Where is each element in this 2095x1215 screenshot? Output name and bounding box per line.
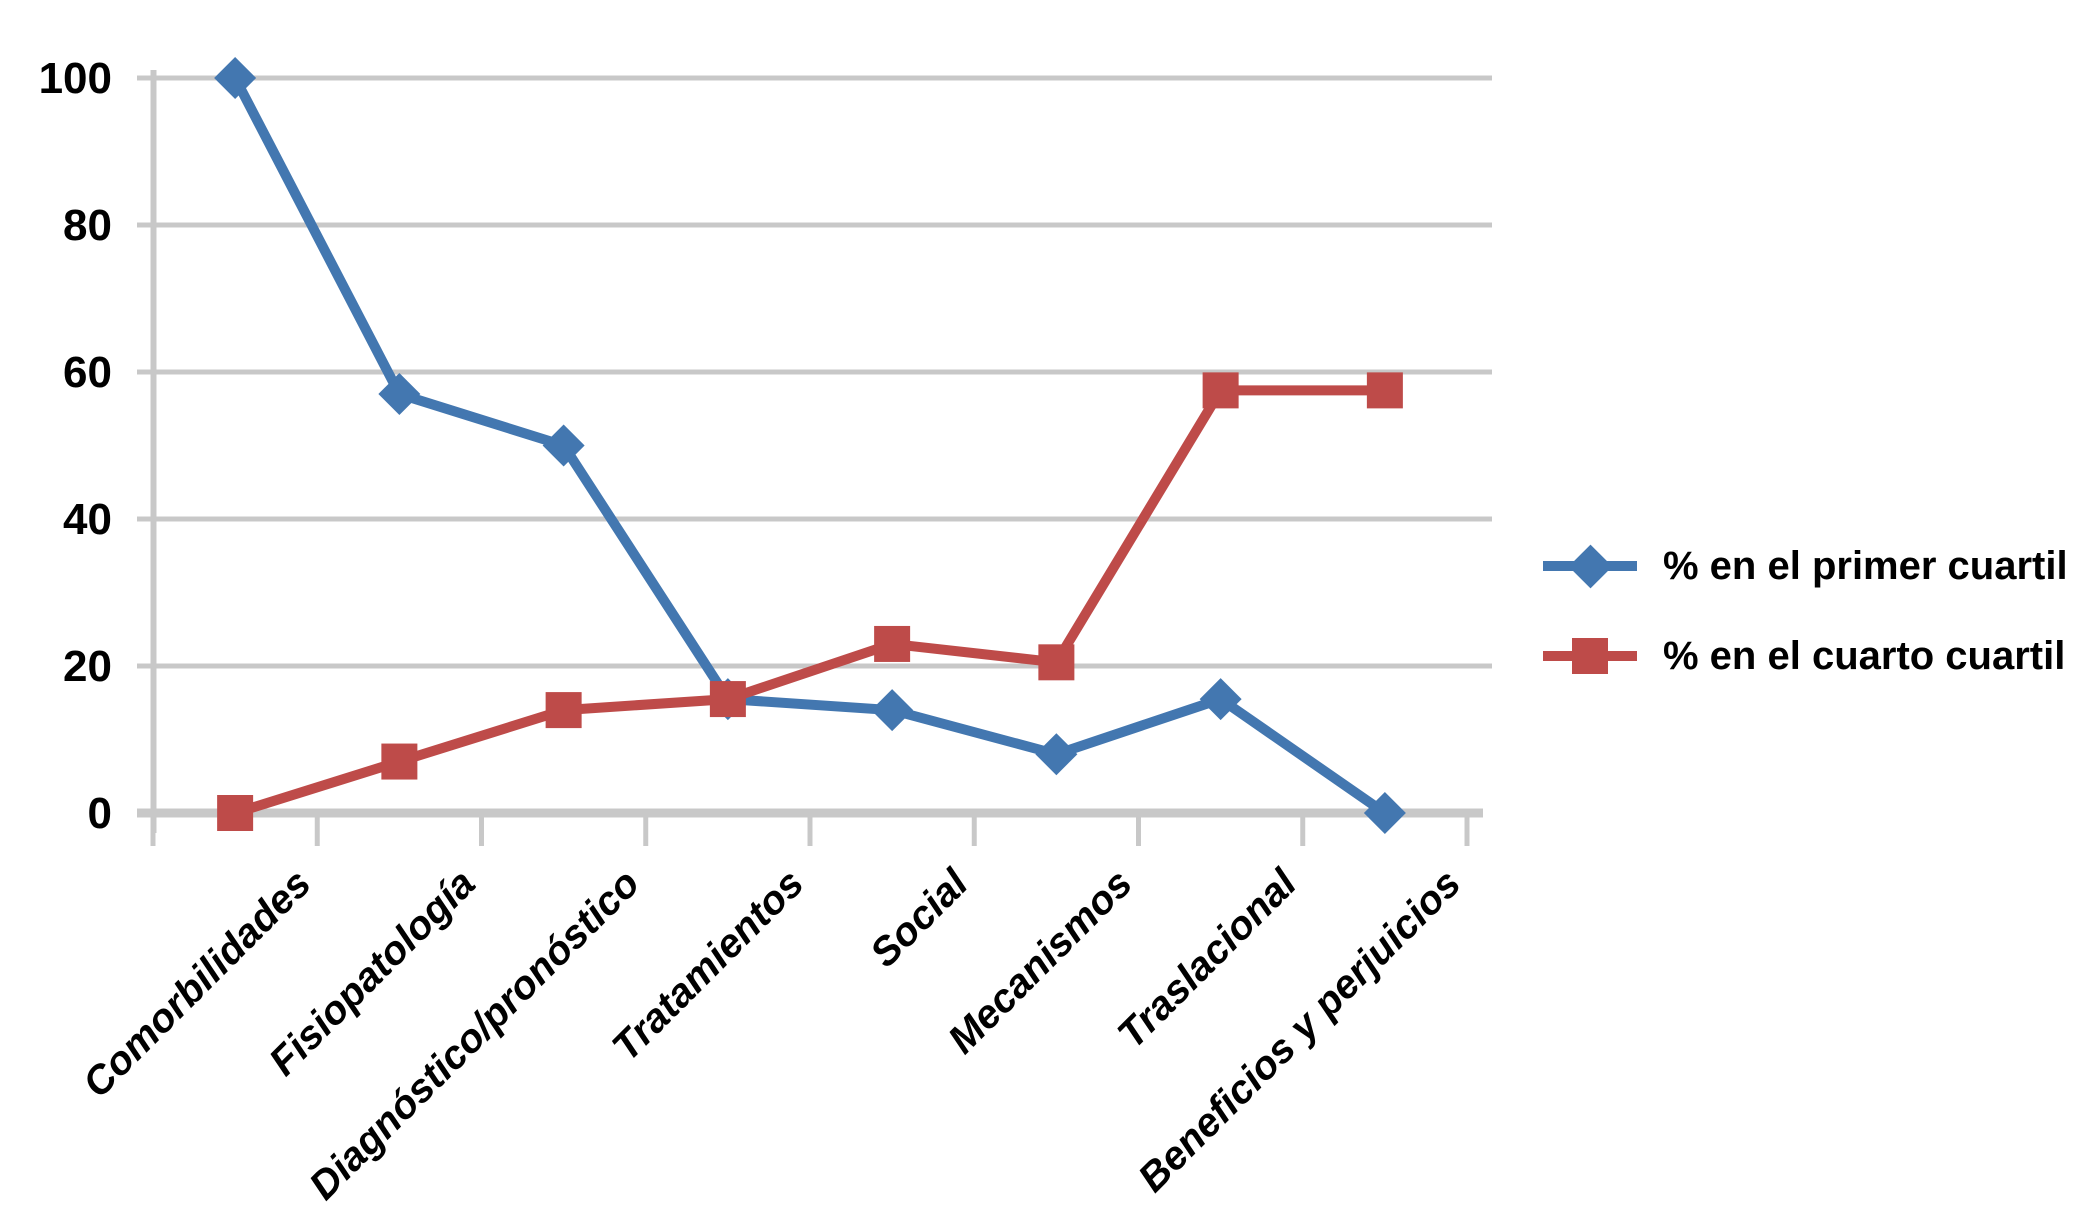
legend-item-cuarto-cuartil: % en el cuarto cuartil: [1543, 626, 2065, 686]
y-tick-label: 0: [88, 789, 112, 838]
data-point-diamond: [1035, 733, 1078, 776]
x-category-label: Beneficios y perjuicios: [1130, 861, 1469, 1200]
legend-label-primer-cuartil: % en el primer cuartil: [1663, 543, 2068, 588]
data-point-square: [545, 692, 582, 729]
y-tick-label: 40: [63, 495, 112, 544]
legend-label-cuarto-cuartil: % en el cuarto cuartil: [1663, 633, 2066, 678]
y-tick-label: 20: [63, 642, 112, 691]
data-point-diamond: [378, 373, 421, 416]
data-point-square: [1366, 372, 1403, 409]
diamond-icon: [1568, 544, 1612, 588]
square-icon: [1572, 638, 1608, 674]
x-category-label: Diagnóstico/pronóstico: [301, 861, 648, 1208]
y-tick-label: 100: [39, 54, 112, 103]
series-line-square: [233, 385, 1385, 818]
series-line-diamond: [230, 75, 1388, 818]
y-tick-label: 80: [63, 201, 112, 250]
data-point-square: [1202, 372, 1239, 409]
legend-marker-square-icon: [1543, 626, 1637, 686]
y-tick-label: 60: [63, 348, 112, 397]
legend-item-primer-cuartil: % en el primer cuartil: [1543, 536, 2068, 596]
data-point-square: [217, 795, 254, 831]
data-point-square: [1038, 644, 1075, 681]
data-point-square: [709, 681, 746, 718]
data-point-diamond: [214, 57, 257, 99]
data-point-diamond: [1199, 678, 1242, 721]
data-point-diamond: [1363, 792, 1406, 834]
data-point-square: [874, 625, 911, 662]
data-point-diamond: [542, 424, 585, 467]
x-category-label: Social: [862, 861, 977, 976]
data-point-square: [381, 743, 418, 780]
legend-marker-diamond-icon: [1543, 536, 1637, 596]
data-point-diamond: [871, 689, 914, 732]
